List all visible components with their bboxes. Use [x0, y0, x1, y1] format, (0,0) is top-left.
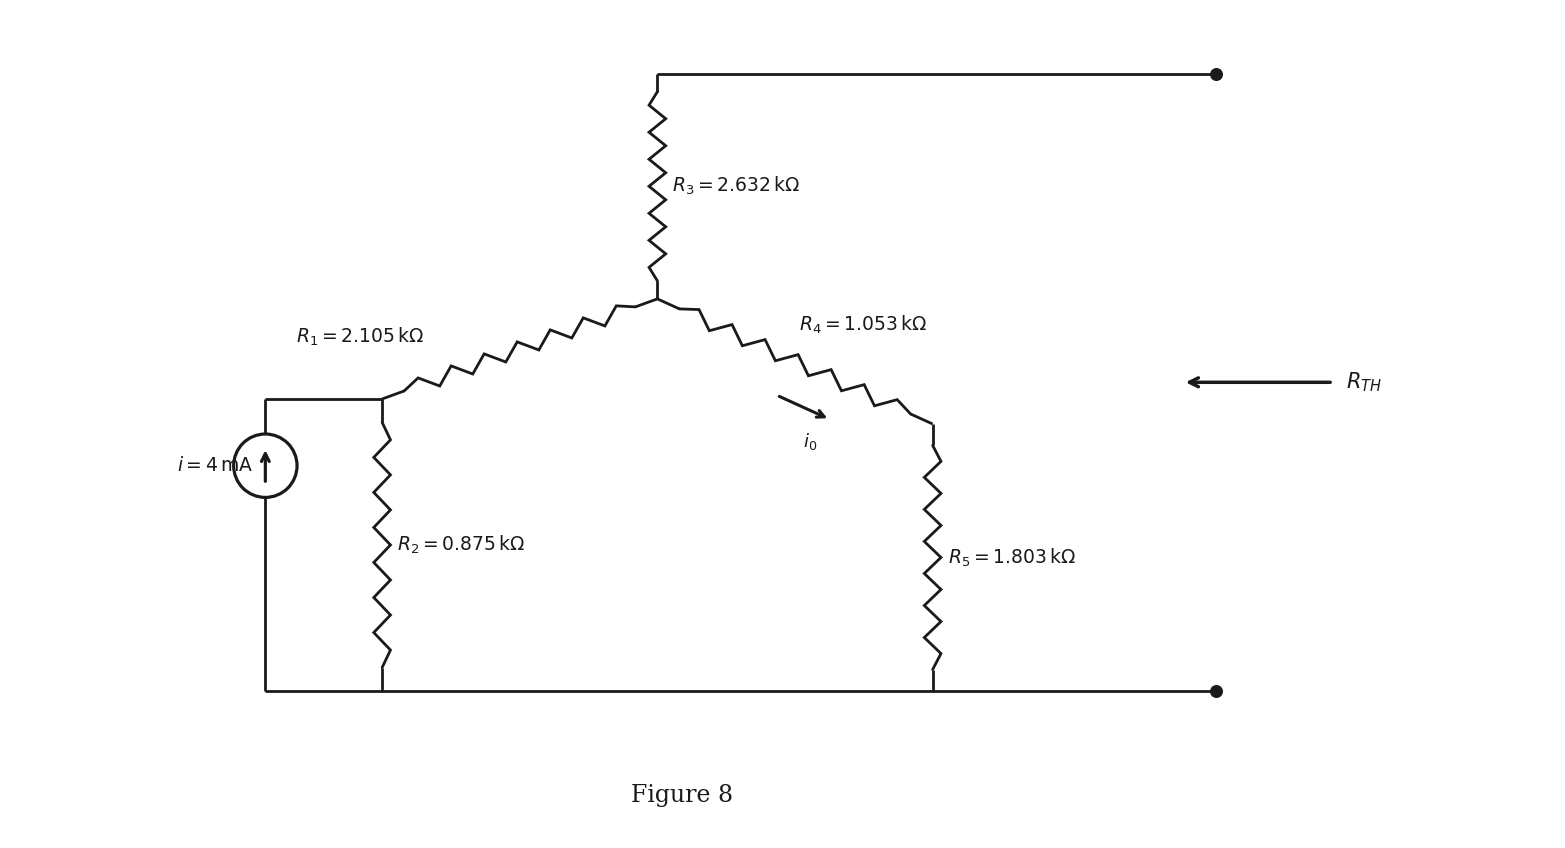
Text: $R_1 = 2.105\,\mathrm{k\Omega}$: $R_1 = 2.105\,\mathrm{k\Omega}$: [296, 326, 424, 348]
Text: Figure 8: Figure 8: [631, 784, 734, 806]
Text: $R_3 = 2.632\,\mathrm{k\Omega}$: $R_3 = 2.632\,\mathrm{k\Omega}$: [673, 176, 801, 198]
Text: $R_2 = 0.875\,\mathrm{k\Omega}$: $R_2 = 0.875\,\mathrm{k\Omega}$: [398, 533, 524, 556]
Text: $i_0$: $i_0$: [803, 431, 817, 452]
Text: $R_4 = 1.053\,\mathrm{k\Omega}$: $R_4 = 1.053\,\mathrm{k\Omega}$: [800, 314, 928, 337]
Point: [1203, 67, 1229, 81]
Text: $R_{TH}$: $R_{TH}$: [1346, 371, 1382, 394]
Text: $R_5 = 1.803\,\mathrm{k\Omega}$: $R_5 = 1.803\,\mathrm{k\Omega}$: [948, 546, 1075, 569]
Text: $i = 4\,\mathrm{mA}$: $i = 4\,\mathrm{mA}$: [177, 456, 254, 475]
Point: [1203, 684, 1229, 698]
